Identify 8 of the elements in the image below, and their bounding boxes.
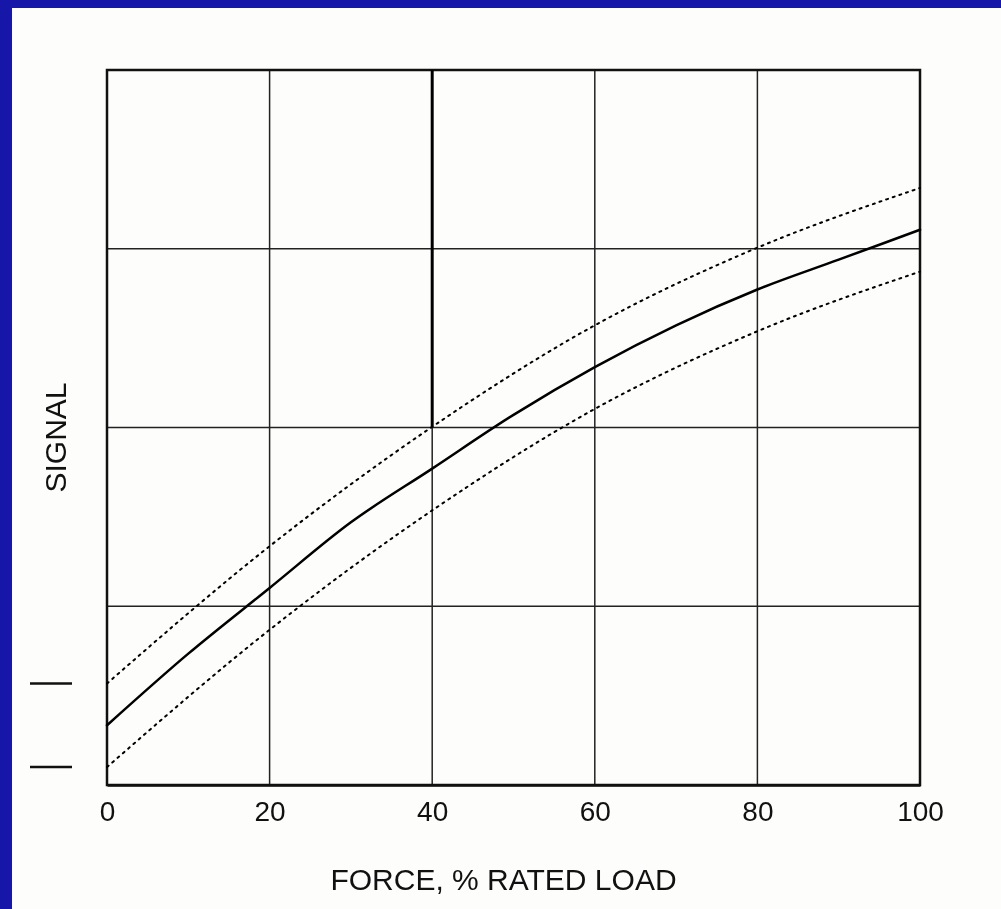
y-axis-title: SIGNAL	[39, 382, 72, 493]
x-tick-label: 40	[417, 795, 449, 827]
x-tick-label: 20	[254, 795, 286, 827]
x-axis-title: FORCE, % RATED LOAD	[330, 863, 677, 896]
x-tick-label: 100	[897, 795, 944, 827]
x-tick-label: 60	[579, 795, 611, 827]
x-tick-label: 0	[99, 795, 116, 827]
x-tick-label: 80	[742, 795, 774, 827]
